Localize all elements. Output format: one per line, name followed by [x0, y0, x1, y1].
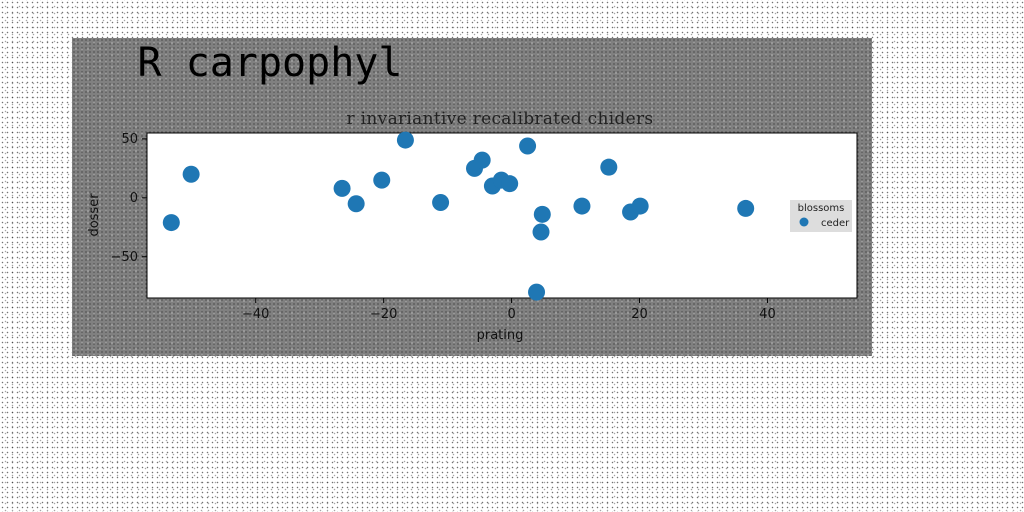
y-tick-label: 50 — [121, 132, 138, 147]
chart-figure: R carpophyl r invariantive recalibrated … — [72, 38, 872, 356]
x-tick-label: 20 — [631, 307, 648, 322]
x-axis-label: prating — [477, 328, 524, 343]
data-point — [473, 151, 491, 169]
data-point — [333, 179, 351, 197]
data-point — [528, 283, 546, 301]
legend-title: blossoms — [798, 203, 845, 214]
legend-box — [790, 200, 852, 232]
data-point — [501, 175, 519, 193]
plot-area — [146, 132, 858, 299]
y-tick-label: −50 — [111, 250, 138, 265]
legend-marker — [799, 217, 809, 227]
data-points — [162, 131, 755, 301]
data-point — [600, 158, 618, 176]
y-tick-label: 0 — [130, 191, 138, 206]
data-point — [432, 194, 450, 212]
data-point — [519, 137, 537, 155]
chart-title: R carpophyl — [138, 40, 403, 86]
scatter-chart: R carpophyl r invariantive recalibrated … — [87, 40, 858, 343]
chart-subtitle: r invariantive recalibrated chiders — [347, 109, 654, 129]
data-point — [347, 195, 365, 213]
data-point — [396, 131, 414, 149]
data-point — [182, 165, 200, 183]
axis-ticks: −40 −20 0 20 40 50 0 −50 — [111, 132, 776, 322]
data-point — [573, 197, 591, 215]
legend: blossoms ceder — [790, 200, 852, 232]
data-point — [737, 199, 755, 217]
y-axis-label: dosser — [87, 193, 102, 237]
data-point — [533, 205, 551, 223]
data-point — [631, 197, 649, 215]
x-tick-label: −20 — [370, 307, 397, 322]
data-point — [532, 223, 550, 241]
x-tick-label: −40 — [242, 307, 269, 322]
x-tick-label: 0 — [507, 307, 515, 322]
data-point — [162, 214, 180, 232]
legend-entry-ceder: ceder — [821, 218, 850, 229]
x-tick-label: 40 — [759, 307, 776, 322]
data-point — [373, 171, 391, 189]
